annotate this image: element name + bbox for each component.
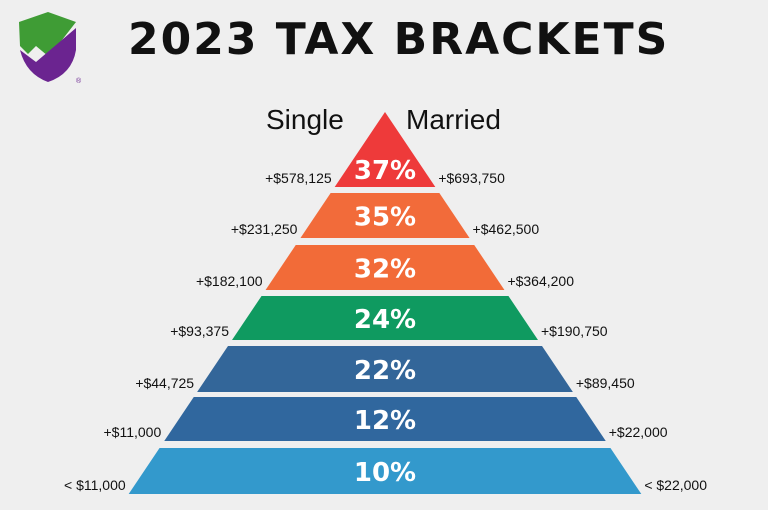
bracket-band-22 (197, 346, 573, 392)
bracket-rate: 35% (354, 203, 416, 233)
svg-text:®: ® (76, 77, 82, 85)
single-threshold: +$231,250 (231, 221, 298, 237)
bracket-band-37 (334, 112, 436, 187)
bracket-band-12 (164, 397, 606, 441)
bracket-band-10 (128, 448, 642, 494)
column-header-single: Single (266, 104, 344, 135)
column-header-married: Married (406, 104, 501, 135)
married-threshold: +$462,500 (473, 221, 540, 237)
page-title: 2023 TAX BRACKETS (128, 14, 670, 65)
single-threshold: < $11,000 (64, 477, 126, 493)
bracket-rate: 10% (354, 458, 416, 488)
single-threshold: +$182,100 (196, 273, 263, 289)
single-threshold: +$44,725 (135, 375, 194, 391)
married-threshold: < $22,000 (644, 477, 707, 493)
bracket-band-32 (265, 245, 505, 290)
bracket-band-24 (232, 296, 538, 340)
married-threshold: +$693,750 (438, 170, 505, 186)
bracket-rate: 22% (354, 356, 416, 386)
married-threshold: +$89,450 (576, 375, 635, 391)
bracket-rate: 12% (354, 406, 416, 436)
bracket-rate: 32% (354, 255, 416, 285)
single-threshold: +$578,125 (265, 170, 332, 186)
shield-check-icon: ® (19, 12, 82, 85)
single-threshold: +$11,000 (103, 424, 161, 440)
bracket-rate: 24% (354, 305, 416, 335)
bracket-band-35 (300, 193, 470, 238)
married-threshold: +$190,750 (541, 323, 608, 339)
married-threshold: +$364,200 (507, 273, 574, 289)
single-threshold: +$93,375 (170, 323, 229, 339)
married-threshold: +$22,000 (609, 424, 668, 440)
bracket-rate: 37% (354, 156, 416, 186)
